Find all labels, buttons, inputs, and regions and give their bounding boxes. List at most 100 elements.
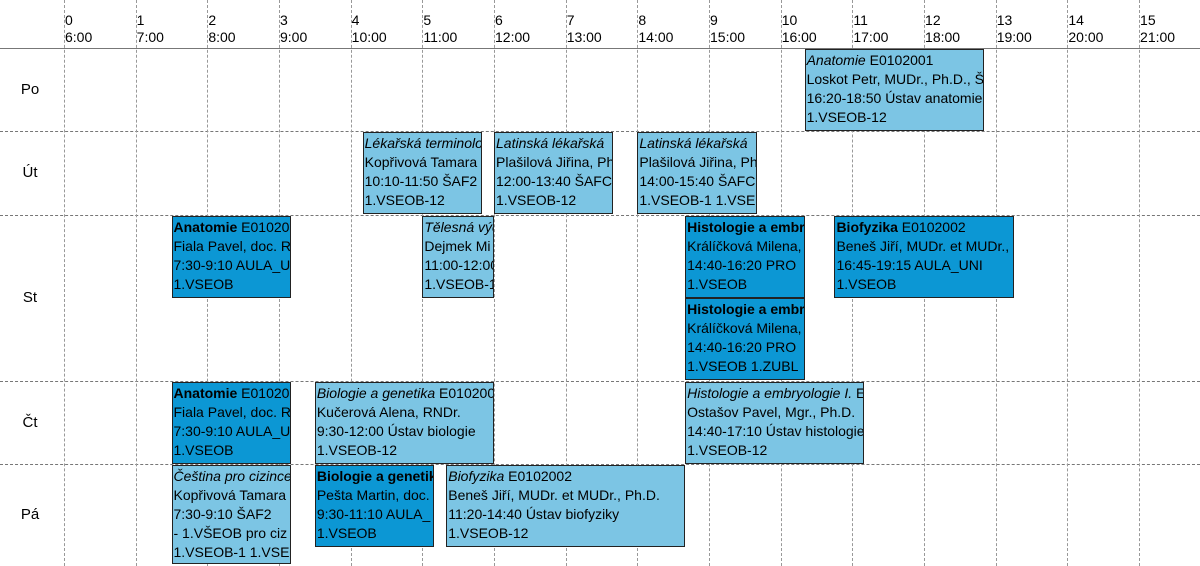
event-title-line: Čeština pro cizince [174,467,290,486]
event-card[interactable]: Latinská lékařská Plašilová Jiřina, Ph 12:… [494,132,614,214]
event-title: Biofyzika [836,219,898,235]
slot-index: 3 [280,12,288,28]
event-title-line: Biologie a genetika [317,467,433,486]
time-slot-header: 9 15:00 [710,12,745,46]
event-time-room: 14:40-17:10 Ústav histologie [687,423,865,439]
event-group: 1.VSEOB-12 [496,192,577,208]
event-card[interactable]: Anatomie E01020 Fiala Pavel, doc. R 7:30-9… [171,382,291,464]
slot-index: 4 [351,12,360,28]
slot-index: 2 [208,12,217,28]
event-time-room: 16:45-19:15 AULA_UNI [836,257,983,273]
time-slot-header: 11 17:00 [853,12,888,46]
slot-time: 21:00 [1140,29,1176,45]
day-label: Út [22,164,38,181]
event-group: 1.VSEOB-12 [316,442,397,458]
slot-index: 14 [1068,12,1084,28]
event-time-room: 14:40-16:20 PRO [687,339,797,355]
event-title: Histologie a embryologie I. [687,385,853,401]
event-title-line: Latinská lékařská [639,134,755,153]
slot-time: 9:00 [280,29,308,45]
slot-time: 15:00 [710,29,746,45]
event-time-room: 16:20-18:50 Ústav anatomie [806,90,983,106]
event-title-line: Anatomie E01020 [174,384,290,403]
event-card[interactable]: Biofyzika E0102002 Beneš Jiří, MUDr. et M… [446,465,686,547]
event-title: Biofyzika [448,468,505,484]
event-card[interactable]: Histologie a embryologie Králíčková Milen… [685,216,805,298]
slot-time: 20:00 [1068,29,1104,45]
event-title-line: Anatomie E01020 [174,218,290,237]
event-card[interactable]: Histologie a embryologie I. E Ostašov Pav… [685,382,865,464]
event-title-line: Anatomie E0102001 [807,51,983,70]
time-slot-header: 7 13:00 [567,12,602,46]
slot-index: 11 [853,12,868,28]
event-teacher: Fiala Pavel, doc. R [173,238,291,254]
event-card[interactable]: Biologie a genetika E010200 Kučerová Alen… [314,382,495,464]
event-title: Tělesná výchova [424,219,493,235]
event-title: Anatomie [173,219,238,235]
slot-index: 13 [996,12,1013,28]
event-group: 1.VSEOB [173,276,234,292]
event-group: 1.VSEOB-12 [448,525,529,541]
event-teacher: Loskot Petr, MUDr., Ph.D., Š [806,71,984,87]
slot-time: 11:00 [423,29,458,45]
event-teacher: Kučerová Alena, RNDr. [316,404,461,420]
event-title-line: Biologie a genetika E010200 [317,384,493,403]
slot-time: 7:00 [136,29,164,45]
event-time-room: 14:00-15:40 ŠAFC [639,173,756,189]
event-card[interactable]: Čeština pro cizince Kopřivová Tamara 7:30-… [171,465,291,564]
event-group: 1.VSEOB-12 [806,109,887,125]
time-slot-header: 6 12:00 [495,12,530,46]
event-card[interactable]: Lékařská terminologie Kopřivová Tamara 10:… [362,132,483,214]
slot-index: 5 [423,12,432,28]
event-group: 1.VSEOB 1.ZUBL [687,358,799,374]
event-card[interactable]: Anatomie E01020 Fiala Pavel, doc. R 7:30-9… [171,216,291,298]
event-time-room: 12:00-13:40 ŠAFC [496,173,612,189]
time-slot-header: 2 8:00 [208,12,235,46]
slot-time: 10:00 [351,29,387,45]
event-group: 1.VSEOB-12 [364,192,445,208]
row-divider [0,215,1200,216]
event-code: E010200 [435,385,495,401]
slot-index: 0 [65,12,73,28]
event-title-line: Histologie a embryologie I. E [687,384,863,403]
event-card[interactable]: Anatomie E0102001 Loskot Petr, MUDr., Ph.… [804,49,984,131]
event-time-room: 9:30-12:00 Ústav biologie [316,423,476,439]
event-title-line: Lékařská terminologie [365,134,481,153]
time-slot-header: 4 10:00 [352,12,387,46]
event-title: Histologie a embryologie [687,219,805,235]
event-title: Biologie a genetika [316,385,436,401]
event-card[interactable]: Histologie a embryologie Králíčková Milen… [685,298,805,380]
event-title: Latinská lékařská [496,135,605,151]
event-card[interactable]: Tělesná výchova Dejmek Mi 11:00-12:00 1.VSE… [422,216,494,298]
event-teacher: Ostašov Pavel, Mgr., Ph.D. [687,404,856,420]
day-label: St [22,289,38,306]
event-code: E01020 [237,219,290,235]
event-time-room: 11:20-14:40 Ústav biofyziky [448,506,620,522]
event-title-line: Tělesná výchova [424,218,493,237]
slot-time: 19:00 [996,29,1032,45]
event-title-line: Histologie a embryologie [687,218,803,237]
event-title: Lékařská terminologie [364,135,483,151]
event-teacher: Králíčková Milena, [687,238,802,254]
time-slot-header: 8 14:00 [638,12,673,46]
event-teacher: Fiala Pavel, doc. R [173,404,291,420]
slot-time: 6:00 [65,29,93,45]
event-card[interactable]: Biofyzika E0102002 Beneš Jiří, MUDr. et M… [834,216,1014,298]
event-group: 1.VSEOB [173,442,234,458]
event-time-room: 10:10-11:50 ŠAF2 [364,173,478,189]
event-teacher: Beneš Jiří, MUDr. et MUDr., [836,238,1010,254]
event-time-room: 7:30-9:10 ŠAF2 [173,506,272,522]
event-card[interactable]: Biologie a genetika Pešta Martin, doc. 9:3… [314,465,435,547]
event-title: Biologie a genetika [316,468,435,484]
event-title-line: Histologie a embryologie [687,300,803,319]
event-card[interactable]: Latinská lékařská Plašilová Jiřina, Ph 14:… [637,132,757,214]
event-code: E0102001 [865,52,934,68]
slot-index: 15 [1140,12,1156,28]
hour-gridline [1139,0,1141,566]
hour-gridline [565,0,567,566]
event-teacher: Dejmek Mi [424,238,491,254]
event-group: 1.VSEOB [316,525,377,541]
event-time-room: 7:30-9:10 AULA_U [173,423,291,439]
day-label: Po [20,80,40,98]
